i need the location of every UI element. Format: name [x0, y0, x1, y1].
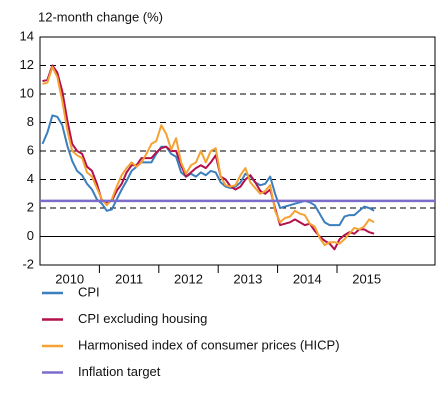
legend-label: Harmonised index of consumer prices (HIC… — [78, 337, 340, 352]
y-axis-label: 12-month change (%) — [38, 9, 163, 24]
y-tick-label: 4 — [27, 171, 34, 186]
x-tick-label: 2012 — [174, 271, 203, 286]
y-tick-label: 10 — [20, 85, 34, 100]
legend-label: CPI excluding housing — [78, 311, 207, 326]
y-tick-label: 8 — [27, 114, 34, 129]
y-tick-label: 0 — [27, 228, 34, 243]
y-tick-label: 2 — [27, 199, 34, 214]
x-tick-label: 2010 — [55, 271, 84, 286]
plot-frame — [39, 36, 436, 266]
legend-label: Inflation target — [78, 364, 161, 379]
series-line — [42, 65, 375, 247]
x-tick-label: 2011 — [115, 271, 143, 286]
x-tick-label: 2013 — [233, 271, 262, 286]
y-tick-label: 14 — [20, 28, 34, 43]
x-tick-label: 2014 — [293, 271, 322, 286]
y-tick-label: -2 — [22, 256, 34, 271]
x-tick-label: 2015 — [352, 271, 381, 286]
y-tick-label: 12 — [20, 57, 34, 72]
y-tick-label: 6 — [27, 142, 34, 157]
legend-label: CPI — [78, 284, 100, 299]
